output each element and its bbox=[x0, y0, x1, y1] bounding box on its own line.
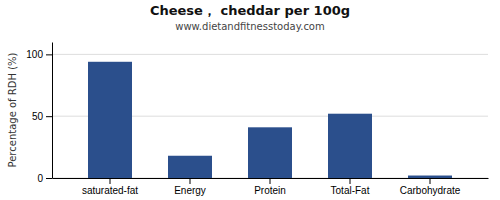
y-tick: 0 bbox=[37, 173, 52, 184]
x-tick-label: Carbohydrate bbox=[400, 185, 461, 196]
x-tick-label: Energy bbox=[174, 185, 206, 196]
chart-svg: Cheese， cheddar per 100g www.dietandfitne… bbox=[0, 0, 500, 200]
x-axis: saturated-fat Energy Protein Total-Fat Carbo… bbox=[53, 178, 489, 196]
y-axis: 0 50 100 bbox=[26, 43, 52, 184]
y-tick: 50 bbox=[32, 111, 52, 122]
x-tick-mark bbox=[190, 178, 191, 184]
x-tick-mark bbox=[270, 178, 271, 184]
y-tick-label: 0 bbox=[37, 173, 43, 184]
x-tick: Protein bbox=[254, 178, 286, 196]
grid-line bbox=[52, 54, 488, 55]
x-tick-label: saturated-fat bbox=[82, 185, 138, 196]
bar bbox=[328, 114, 372, 178]
y-tick-mark bbox=[46, 54, 52, 55]
plot-area: saturated-fat Energy Protein Total-Fat Carbo… bbox=[26, 43, 488, 197]
x-tick: Total-Fat bbox=[331, 178, 370, 196]
bar bbox=[88, 62, 132, 178]
y-tick-mark bbox=[46, 178, 52, 179]
y-axis-line bbox=[52, 43, 53, 179]
y-axis-title: Percentage of RDH (%) bbox=[7, 52, 18, 167]
grid bbox=[52, 54, 488, 178]
x-tick-mark bbox=[430, 178, 431, 184]
x-tick: Energy bbox=[174, 178, 206, 196]
x-tick-label: Total-Fat bbox=[331, 185, 370, 196]
x-tick: Carbohydrate bbox=[400, 178, 461, 196]
y-tick-mark bbox=[46, 116, 52, 117]
y-tick-label: 100 bbox=[26, 49, 43, 60]
bar bbox=[168, 156, 212, 178]
x-tick: saturated-fat bbox=[82, 178, 138, 196]
chart-container: Cheese， cheddar per 100g www.dietandfitne… bbox=[0, 0, 500, 200]
x-tick-mark bbox=[350, 178, 351, 184]
y-tick-label: 50 bbox=[32, 111, 44, 122]
x-tick-mark bbox=[110, 178, 111, 184]
bars bbox=[88, 62, 452, 178]
bar bbox=[248, 127, 292, 178]
x-tick-label: Protein bbox=[254, 185, 286, 196]
bar bbox=[408, 176, 452, 178]
subtitle: www.dietandfitnesstoday.com bbox=[175, 21, 324, 32]
title: Cheese， cheddar per 100g bbox=[150, 3, 350, 18]
y-tick: 100 bbox=[26, 49, 52, 60]
